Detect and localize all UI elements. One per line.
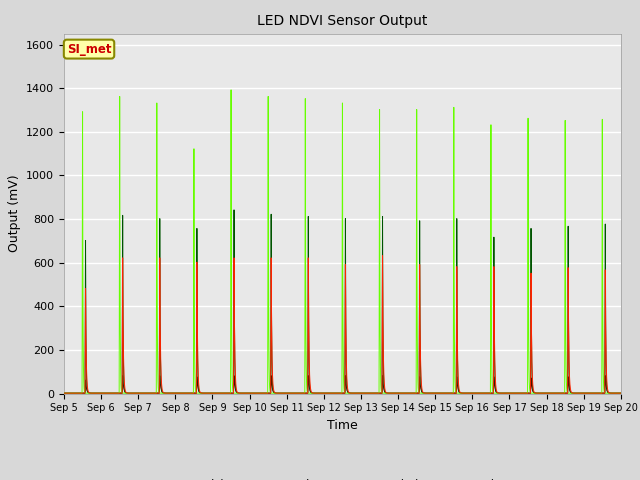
Red_out xyxy=(617,390,625,396)
X-axis label: Time: Time xyxy=(327,419,358,432)
Red_out xyxy=(173,390,181,396)
Nir_in xyxy=(419,390,427,396)
Red_out xyxy=(419,390,427,396)
Red_out xyxy=(60,390,68,396)
Nir_out xyxy=(60,390,68,396)
Red_out xyxy=(179,390,187,396)
Nir_in xyxy=(60,390,68,396)
Nir_in xyxy=(227,87,235,93)
Nir_out xyxy=(173,390,181,396)
Nir_in xyxy=(615,390,623,396)
Nir_out xyxy=(269,382,276,387)
Line: Nir_out: Nir_out xyxy=(64,210,621,393)
Red_in xyxy=(617,390,625,396)
Nir_in xyxy=(269,390,276,396)
Nir_in xyxy=(173,390,181,396)
Text: SI_met: SI_met xyxy=(67,43,111,56)
Nir_out xyxy=(615,390,623,396)
Red_in xyxy=(60,390,68,396)
Red_out xyxy=(499,390,506,396)
Nir_out xyxy=(230,207,238,213)
Red_in xyxy=(499,390,506,396)
Red_out xyxy=(119,373,127,379)
Nir_in xyxy=(499,390,506,396)
Line: Nir_in: Nir_in xyxy=(64,90,621,393)
Nir_out xyxy=(499,390,506,396)
Red_in xyxy=(379,253,387,259)
Nir_in xyxy=(617,390,625,396)
Red_in xyxy=(419,390,427,396)
Nir_out xyxy=(617,390,625,396)
Y-axis label: Output (mV): Output (mV) xyxy=(8,175,20,252)
Nir_in xyxy=(179,390,187,396)
Nir_out xyxy=(179,390,187,396)
Line: Red_out: Red_out xyxy=(64,376,621,393)
Red_in xyxy=(615,390,623,396)
Red_in xyxy=(269,370,276,375)
Red_out xyxy=(269,386,276,392)
Nir_out xyxy=(419,390,427,396)
Title: LED NDVI Sensor Output: LED NDVI Sensor Output xyxy=(257,14,428,28)
Legend: Red_in, Red_out, Nir_in, Nir_out: Red_in, Red_out, Nir_in, Nir_out xyxy=(155,473,530,480)
Red_in xyxy=(179,390,187,396)
Red_in xyxy=(173,390,181,396)
Line: Red_in: Red_in xyxy=(64,256,621,393)
Red_out xyxy=(615,390,623,396)
